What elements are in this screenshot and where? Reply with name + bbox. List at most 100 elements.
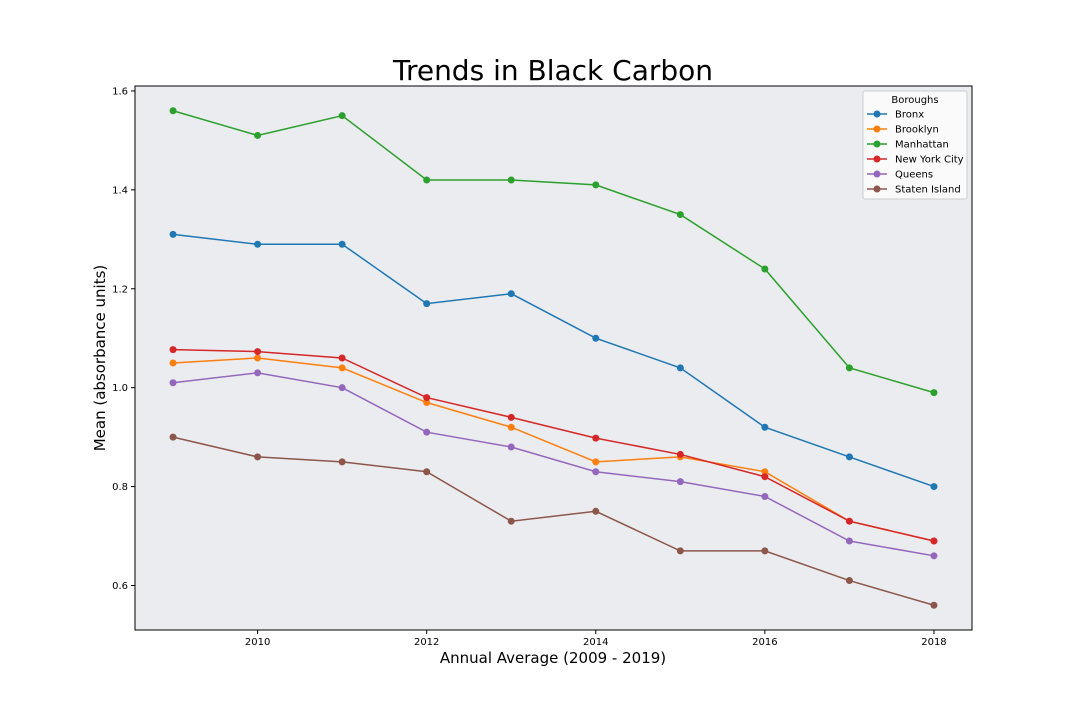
- data-point: [930, 537, 938, 545]
- data-point: [254, 354, 262, 362]
- series-bronx: [169, 230, 938, 491]
- y-tick-label: 1.2: [112, 284, 128, 295]
- data-point: [338, 354, 346, 362]
- data-point: [761, 547, 769, 555]
- data-point: [845, 364, 853, 372]
- y-tick-label: 1.4: [112, 185, 128, 196]
- data-point: [254, 453, 262, 461]
- data-point: [845, 453, 853, 461]
- legend-item: Bronx: [867, 110, 924, 121]
- data-point: [423, 399, 431, 407]
- legend-item: Manhattan: [867, 140, 949, 151]
- data-point: [592, 507, 600, 515]
- data-point: [930, 483, 938, 491]
- legend: Boroughs Bronx Brooklyn Manhattan New York …: [862, 90, 968, 200]
- data-point: [169, 230, 177, 238]
- legend-label: Bronx: [895, 110, 924, 121]
- x-tick-label: 2012: [414, 637, 439, 648]
- legend-label: New York City: [895, 155, 964, 166]
- legend-swatch-marker: [873, 155, 881, 163]
- data-point: [676, 547, 684, 555]
- data-point: [592, 458, 600, 466]
- x-axis-label: Annual Average (2009 - 2019): [440, 649, 666, 667]
- y-tick-label: 0.8: [112, 482, 128, 493]
- data-point: [423, 468, 431, 476]
- data-point: [930, 601, 938, 609]
- series-new-york-city: [169, 346, 938, 545]
- data-point: [592, 434, 600, 442]
- data-point: [338, 112, 346, 120]
- series-line: [172, 372, 935, 557]
- series-queens: [169, 369, 938, 560]
- data-point: [507, 290, 515, 298]
- data-point: [761, 468, 769, 476]
- chart-title: Trends in Black Carbon: [392, 54, 713, 87]
- x-tick-label: 2016: [752, 637, 777, 648]
- data-point: [845, 517, 853, 525]
- series-line: [173, 348, 935, 542]
- data-point: [845, 577, 853, 585]
- x-tick-label: 2010: [245, 637, 270, 648]
- legend-label: Queens: [895, 170, 933, 181]
- data-point: [169, 433, 177, 441]
- data-point: [169, 379, 177, 387]
- legend-swatch-marker: [873, 140, 881, 148]
- x-tick-label: 2014: [583, 637, 608, 648]
- series-line: [172, 110, 935, 394]
- data-point: [507, 176, 515, 184]
- series-manhattan: [169, 107, 938, 397]
- data-point: [592, 181, 600, 189]
- legend-item: New York City: [867, 155, 964, 166]
- data-point: [676, 478, 684, 486]
- data-point: [592, 468, 600, 476]
- legend-title: Boroughs: [891, 95, 938, 106]
- y-axis-label: Mean (absorbance units): [91, 265, 109, 452]
- legend-swatch-marker: [873, 185, 881, 193]
- data-point: [338, 384, 346, 392]
- plot-area: [134, 85, 973, 631]
- data-point: [423, 176, 431, 184]
- legend-item: Staten Island: [867, 185, 961, 196]
- data-point: [507, 423, 515, 431]
- data-point: [761, 423, 769, 431]
- y-tick-label: 1.6: [112, 86, 128, 97]
- legend-label: Manhattan: [895, 140, 949, 151]
- data-point: [676, 211, 684, 219]
- data-point: [592, 334, 600, 342]
- data-point: [169, 359, 177, 367]
- data-point: [423, 300, 431, 308]
- legend-item: Queens: [867, 170, 933, 181]
- legend-label: Staten Island: [895, 185, 961, 196]
- data-point: [423, 394, 431, 402]
- data-point: [761, 265, 769, 273]
- data-point: [254, 240, 262, 248]
- data-point: [845, 537, 853, 545]
- legend-item: Brooklyn: [867, 125, 939, 136]
- data-point: [761, 492, 769, 500]
- data-point: [254, 131, 262, 139]
- legend-label: Brooklyn: [895, 125, 939, 136]
- legend-swatch-marker: [873, 110, 881, 118]
- data-point: [507, 517, 515, 525]
- data-point: [676, 364, 684, 372]
- series-line: [172, 436, 935, 606]
- legend-box: [862, 90, 968, 200]
- series-line: [172, 233, 935, 488]
- series-staten-island: [169, 433, 938, 609]
- y-tick-label: 1.0: [112, 383, 128, 394]
- data-point: [338, 240, 346, 248]
- data-point: [930, 389, 938, 397]
- data-point: [338, 364, 346, 372]
- data-point: [761, 473, 769, 481]
- data-point: [254, 369, 262, 377]
- legend-swatch-marker: [873, 170, 881, 178]
- data-point: [254, 348, 262, 356]
- series-line: [173, 357, 935, 542]
- x-tick-label: 2018: [921, 637, 946, 648]
- data-point: [507, 443, 515, 451]
- data-point: [930, 552, 938, 560]
- data-point: [423, 428, 431, 436]
- data-point: [169, 346, 177, 354]
- data-point: [507, 413, 515, 421]
